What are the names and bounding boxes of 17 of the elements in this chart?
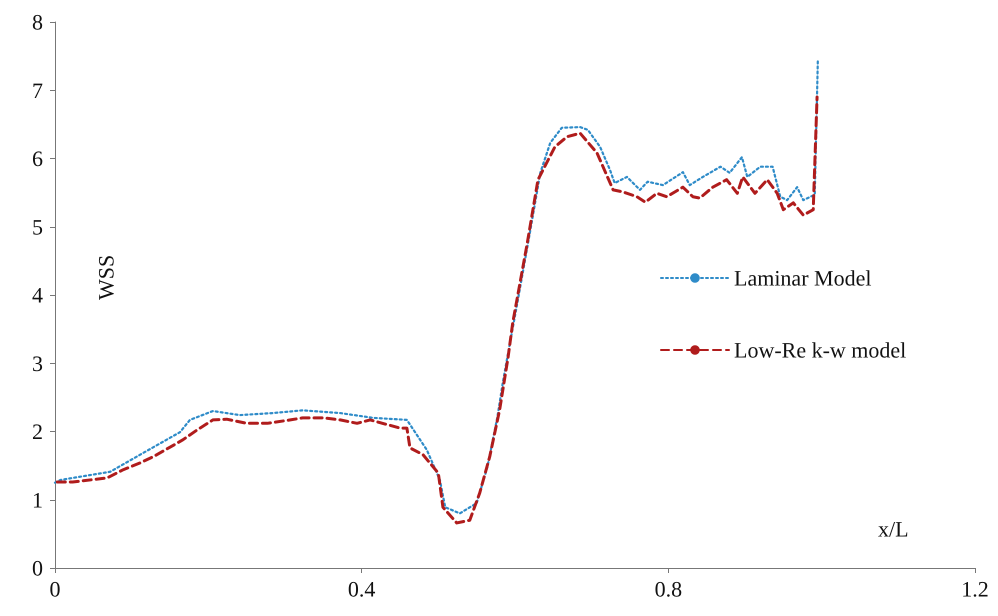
x-axis-title: x/L [878, 516, 909, 542]
y-tick-label: 4 [32, 282, 43, 308]
y-tick-label: 3 [32, 350, 43, 376]
x-tick-label: 0.8 [654, 576, 682, 602]
y-tick-label: 5 [32, 214, 43, 240]
y-tick-label: 8 [32, 10, 43, 34]
x-tick-label: 1.2 [961, 576, 989, 602]
y-tick-label: 2 [32, 419, 43, 444]
x-tick-label: 0 [50, 576, 60, 602]
y-tick-label: 7 [32, 78, 43, 103]
y-tick-label: 1 [32, 487, 43, 512]
legend-label: Low-Re k-w model [734, 338, 906, 362]
y-tick-label: 0 [32, 556, 43, 580]
y-tick-label: 6 [32, 146, 43, 171]
y-axis-title: WSS [94, 254, 118, 300]
x-tick-label: 0.4 [348, 576, 376, 602]
legend-label: Laminar Model [734, 266, 872, 290]
